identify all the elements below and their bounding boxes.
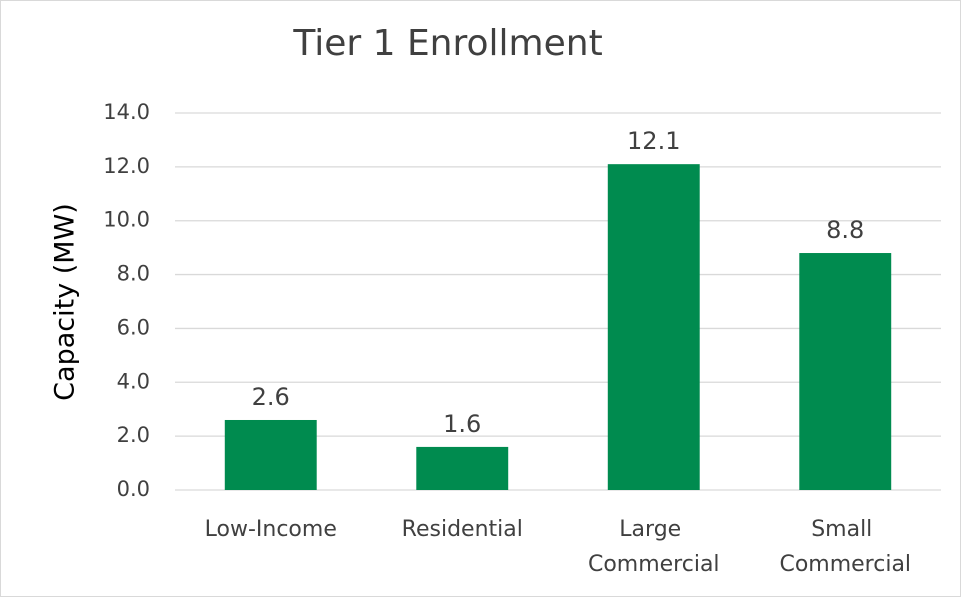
y-tick-label: 12.0 <box>103 154 150 178</box>
y-axis-label: Capacity (MW) <box>50 203 81 401</box>
data-label: 8.8 <box>826 216 864 244</box>
x-tick-label-line: Small <box>811 517 879 542</box>
y-tick-label: 8.0 <box>117 262 150 286</box>
y-tick-label: 4.0 <box>117 369 150 393</box>
x-tick-label: Large Commercial <box>588 517 720 577</box>
chart-title: Tier 1 Enrollment <box>292 23 602 64</box>
x-tick-label: Residential <box>402 517 523 542</box>
x-tick-label: Small Commercial <box>779 517 911 577</box>
bar <box>799 253 892 490</box>
data-label: 2.6 <box>252 383 290 411</box>
data-label: 1.6 <box>443 410 481 438</box>
y-tick-label: 14.0 <box>103 100 150 124</box>
x-tick-label-line: Large <box>619 517 688 542</box>
y-tick-label: 10.0 <box>103 208 150 232</box>
bar <box>224 419 317 490</box>
bar <box>416 446 509 490</box>
x-tick-label-line: Commercial <box>588 552 720 577</box>
y-tick-label: 0.0 <box>117 477 150 501</box>
x-tick-label: Low-Income <box>205 517 337 542</box>
y-tick-label: 6.0 <box>117 315 150 339</box>
data-label: 12.1 <box>627 127 680 155</box>
bar <box>607 164 700 490</box>
y-tick-label: 2.0 <box>117 423 150 447</box>
x-tick-label-line: Commercial <box>779 552 911 577</box>
